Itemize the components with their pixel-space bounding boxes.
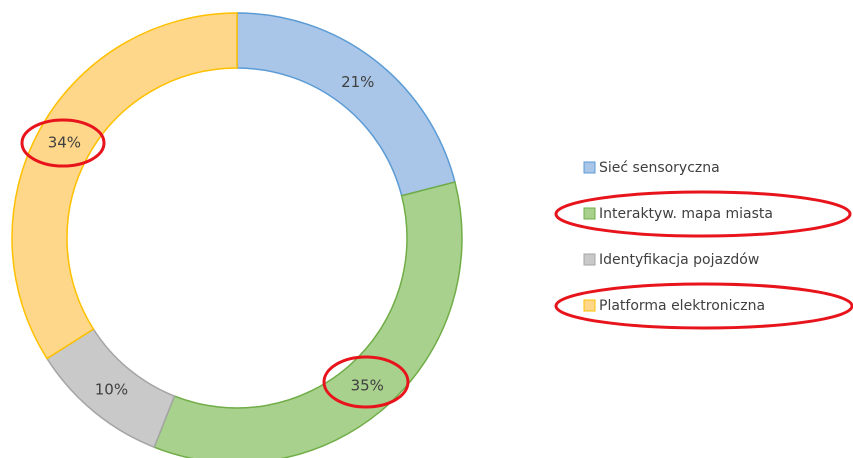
donut [11, 12, 463, 458]
data-label: 21% [341, 73, 374, 91]
legend-swatch [583, 161, 596, 174]
legend-swatch [583, 207, 596, 220]
legend: Sieć sensoryczna Interaktyw. mapa miasta I… [583, 160, 773, 314]
legend-label: Sieć sensoryczna [599, 160, 720, 176]
highlight-ellipse [554, 190, 852, 238]
data-label: 34% [48, 134, 81, 152]
legend-swatch [583, 253, 596, 266]
highlight-ellipse [322, 355, 410, 409]
donut-slice [153, 181, 463, 458]
legend-swatch [583, 299, 596, 312]
highlight-ellipse [554, 282, 853, 330]
data-labels: 21% 35% 10% 34% [48, 73, 384, 398]
data-label: 35% [351, 376, 384, 394]
highlight-ellipse [20, 118, 106, 168]
legend-label: Identyfikacja pojazdów [599, 252, 759, 268]
legend-label: Platforma elektroniczna [599, 298, 765, 314]
donut-slice [236, 12, 456, 197]
legend-label: Interaktyw. mapa miasta [599, 206, 773, 222]
data-label: 10% [95, 380, 128, 398]
annotations [20, 118, 853, 409]
donut-slice [11, 12, 238, 360]
